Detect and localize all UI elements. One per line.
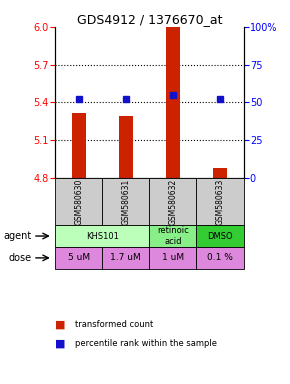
Bar [102, 247, 149, 269]
Bar [55, 247, 102, 269]
Bar [149, 178, 197, 225]
Text: GSM580633: GSM580633 [215, 179, 224, 225]
Text: 0.1 %: 0.1 % [207, 253, 233, 262]
Text: GSM580631: GSM580631 [121, 179, 130, 225]
Text: GSM580632: GSM580632 [168, 179, 177, 225]
Text: DMSO: DMSO [207, 232, 233, 240]
Bar [102, 178, 149, 225]
Bar [196, 225, 244, 247]
Bar [119, 116, 133, 178]
Text: GSM580630: GSM580630 [74, 179, 83, 225]
Bar [72, 113, 86, 178]
Bar [166, 27, 180, 178]
Text: ■: ■ [55, 319, 66, 329]
Text: percentile rank within the sample: percentile rank within the sample [75, 339, 218, 348]
Bar [55, 225, 149, 247]
Bar [196, 178, 244, 225]
Text: retinoic
acid: retinoic acid [157, 226, 189, 246]
Bar [55, 178, 102, 225]
Bar [213, 168, 227, 178]
Text: dose: dose [8, 253, 32, 263]
Text: 5 uM: 5 uM [68, 253, 90, 262]
Text: KHS101: KHS101 [86, 232, 119, 240]
Text: ■: ■ [55, 339, 66, 349]
Text: 1.7 uM: 1.7 uM [110, 253, 141, 262]
Text: transformed count: transformed count [75, 320, 154, 329]
Title: GDS4912 / 1376670_at: GDS4912 / 1376670_at [77, 13, 222, 26]
Bar [196, 247, 244, 269]
Bar [149, 247, 197, 269]
Text: 1 uM: 1 uM [162, 253, 184, 262]
Text: agent: agent [3, 231, 32, 241]
Bar [149, 225, 197, 247]
